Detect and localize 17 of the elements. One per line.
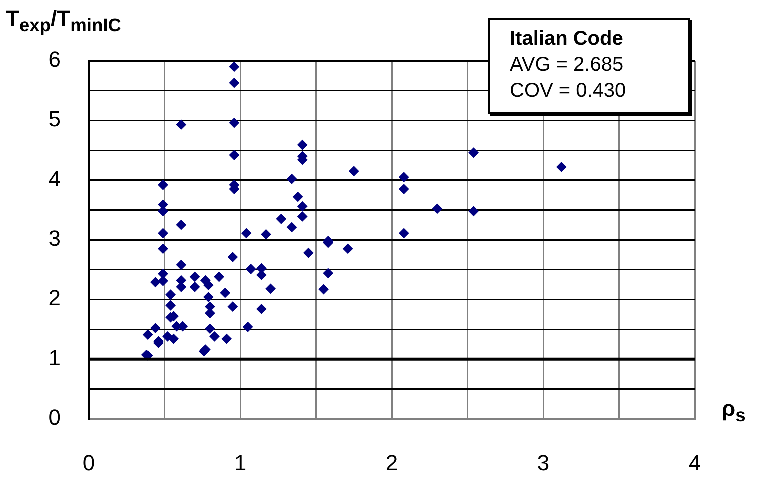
- y-tick-label: 1: [48, 345, 61, 370]
- x-tick-label: 2: [386, 450, 398, 476]
- y-axis-title: T$_{exp}$/T$_{minIC}$: [6, 6, 122, 36]
- y-tick-label: 6: [48, 47, 61, 72]
- x-tick-label: 0: [82, 450, 96, 476]
- x-tick-label: 4: [688, 450, 702, 476]
- annotation: AVG = 2.685: [510, 53, 625, 78]
- y-tick-label: 5: [48, 106, 61, 132]
- y-tick-label: 4: [48, 166, 61, 192]
- x-axis-title: ρ$_{s}$: [722, 396, 746, 426]
- x-tick-label: 1: [234, 450, 247, 476]
- annotation: COV = 0.430: [510, 79, 628, 104]
- note-box: Italian Code AVG = 2.685 COV = 0.430: [488, 18, 690, 114]
- x-tick-label: 3: [537, 450, 550, 476]
- y-tick-label: 3: [48, 226, 61, 252]
- y-tick-label: 0: [48, 405, 61, 430]
- y-tick-label: 2: [48, 286, 61, 311]
